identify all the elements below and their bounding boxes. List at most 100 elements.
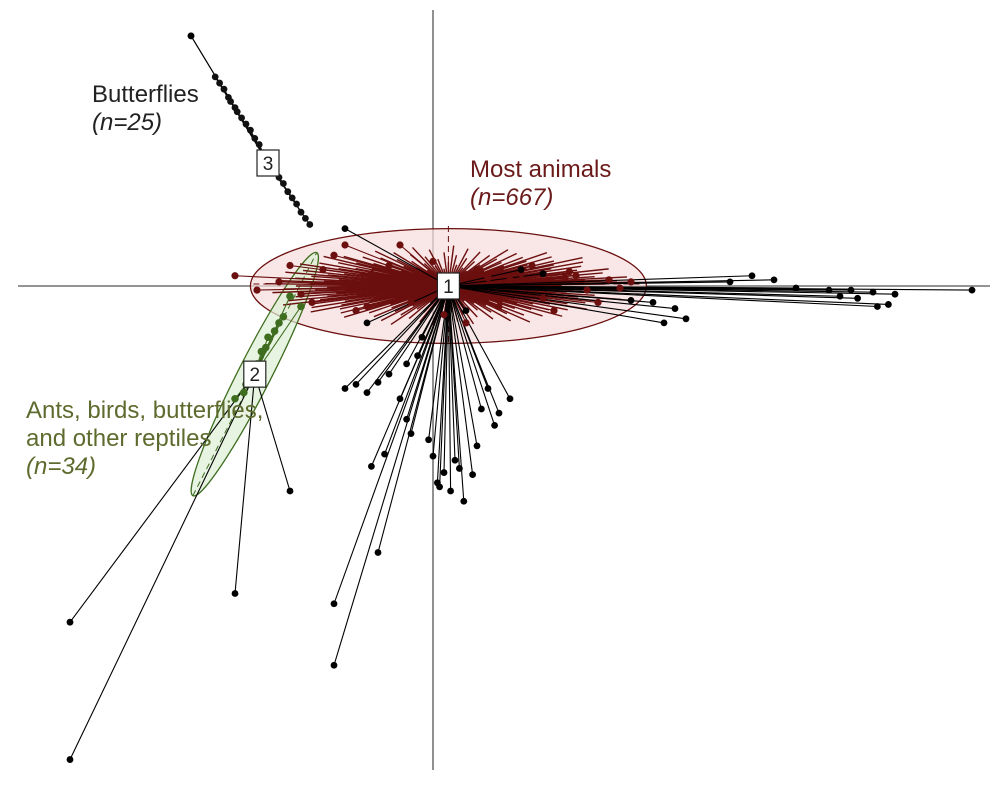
most-animals-point-spoke <box>333 254 449 287</box>
outlier-point <box>770 276 778 284</box>
cluster-2-id: 2 <box>250 365 261 386</box>
most-animals-point <box>506 276 514 284</box>
most-animals-point-spoke <box>371 273 449 287</box>
outlier-point-spoke <box>447 285 474 475</box>
cluster-2-label-line-1: Ants, birds, butterflies, <box>26 397 264 424</box>
outlier-point-spoke <box>344 285 449 389</box>
most-animals-point <box>253 286 261 294</box>
cluster-2-label-line-2: and other reptiles <box>26 425 212 452</box>
outlier-point-spoke <box>366 285 449 393</box>
butterfly-point <box>211 73 219 81</box>
outlier-point-spoke <box>355 285 449 385</box>
butterfly-point <box>238 114 246 122</box>
outlier-point <box>792 284 800 292</box>
outlier-point <box>968 286 976 294</box>
cluster-3-count: (n=25) <box>92 109 163 136</box>
outlier-point <box>825 286 833 294</box>
most-animals-point-spoke <box>300 285 449 295</box>
butterfly-point <box>297 208 305 216</box>
most-animals-point <box>539 294 547 302</box>
butterfly-point <box>242 120 250 128</box>
outlier-point <box>478 405 485 413</box>
outlier-point <box>847 286 855 294</box>
most-animals-point <box>583 286 591 294</box>
most-animals-point <box>341 241 349 249</box>
butterfly-point <box>302 214 309 222</box>
outlier-point <box>66 756 74 763</box>
most-animals-point <box>308 298 316 306</box>
outlier-point <box>748 272 756 280</box>
most-animals-point <box>528 261 536 270</box>
outlier-point-spoke <box>448 285 632 301</box>
most-animals-point <box>440 311 448 319</box>
most-animals-point <box>473 266 481 274</box>
most-animals-point <box>561 274 569 282</box>
outlier-point-spoke <box>439 285 449 487</box>
butterfly-point <box>306 221 314 228</box>
outlier-point <box>330 661 338 669</box>
outlier-point <box>66 618 74 626</box>
most-animals-point <box>572 272 580 280</box>
butterfly-point <box>284 188 292 196</box>
outlier-point <box>286 487 294 495</box>
ants-birds-point <box>240 388 248 397</box>
outlier-point <box>341 385 349 392</box>
most-animals-point <box>367 270 375 278</box>
outlier-point <box>891 290 899 298</box>
ants-birds-point <box>270 327 279 335</box>
outlier-point-spoke <box>448 281 731 287</box>
most-animals-point-spoke <box>256 285 449 291</box>
most-animals-point-spoke <box>344 244 449 287</box>
outlier-point <box>396 395 404 403</box>
cluster-2-count: (n=34) <box>26 453 97 480</box>
butterfly-point <box>255 141 263 148</box>
outlier-point <box>460 497 468 505</box>
most-animals-point <box>286 261 294 270</box>
outlier-point-spoke <box>333 285 449 666</box>
butterfly-point <box>280 180 287 187</box>
most-animals-point <box>385 261 393 270</box>
outlier-point <box>436 483 443 491</box>
outlier-point <box>671 305 679 312</box>
most-animals-point <box>605 276 613 284</box>
cluster-3-label: Butterflies <box>92 81 199 108</box>
outlier-point-spoke <box>234 374 256 594</box>
outlier-point-spoke <box>69 373 256 623</box>
outlier-point <box>469 471 476 478</box>
outlier-point-spoke <box>448 273 544 287</box>
outlier-point-spoke <box>447 285 500 414</box>
most-animals-point-spoke <box>355 285 449 312</box>
outlier-point-spoke <box>447 285 452 492</box>
cluster-1-box <box>436 272 460 300</box>
outlier-point-spoke <box>447 285 496 426</box>
outlier-point-spoke <box>447 285 478 446</box>
ants-birds-point <box>231 394 239 403</box>
outlier-point <box>874 303 881 310</box>
most-animals-point <box>616 284 624 292</box>
outlier-point-spoke <box>377 285 449 553</box>
cluster-3-box <box>256 149 280 177</box>
most-animals-point <box>594 298 602 306</box>
most-animals-point <box>429 257 437 265</box>
outlier-point <box>473 442 481 450</box>
most-animals-point <box>330 251 338 259</box>
most-animals-point <box>565 268 574 276</box>
outlier-point <box>836 292 844 300</box>
cluster-2-label-block: Ants, birds, butterflies, and other rept… <box>26 397 263 481</box>
most-animals-point <box>352 307 360 315</box>
outlier-point <box>368 463 375 470</box>
most-animals-point <box>297 290 305 298</box>
most-animals-point-spoke <box>278 281 449 287</box>
outlier-point <box>456 465 463 472</box>
outlier-point <box>649 299 657 306</box>
outlier-point-spoke <box>443 285 449 473</box>
butterfly-point <box>288 194 296 202</box>
most-animals-point <box>627 278 635 286</box>
outlier-point <box>425 436 432 444</box>
most-animals-point <box>363 302 371 311</box>
outlier-point <box>462 307 470 314</box>
outlier-point <box>440 469 448 476</box>
outlier-point <box>341 225 349 233</box>
outlier-point <box>429 452 437 460</box>
cluster-3-label-block: Butterflies (n=25) <box>92 81 199 137</box>
